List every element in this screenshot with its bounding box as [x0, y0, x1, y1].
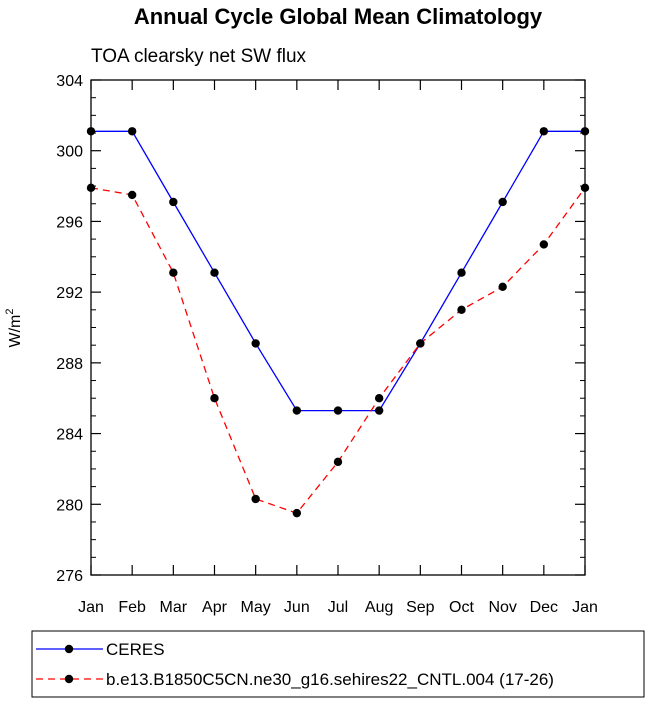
x-tick-label: Jun	[284, 599, 310, 616]
y-tick-label: 280	[56, 497, 83, 514]
y-tick-label: 300	[56, 144, 83, 161]
data-point-series-1	[498, 282, 507, 292]
data-point-series-0	[210, 268, 219, 277]
series-layer	[86, 127, 590, 518]
y-tick-label: 276	[56, 568, 83, 585]
legend-box	[31, 630, 645, 698]
y-axis-label: W/m2	[4, 309, 24, 348]
y-tick-label: 304	[56, 73, 83, 90]
y-tick-label: 288	[56, 356, 83, 373]
series-line-0	[91, 130, 585, 412]
data-point-series-0	[169, 197, 178, 207]
x-tick-label: Sep	[406, 599, 435, 616]
legend: CERES b.e13.B1850C5CN.ne30_g16.sehires22_…	[36, 640, 554, 689]
data-point-series-1	[416, 339, 425, 348]
x-tick-label: Jan	[572, 599, 598, 616]
axis-ticks	[90, 79, 586, 576]
legend-label-0: CERES	[106, 640, 165, 659]
data-point-series-1	[374, 394, 384, 403]
data-point-series-1	[251, 494, 260, 504]
data-point-series-1	[169, 268, 178, 277]
y-tick-label: 296	[56, 214, 83, 231]
data-point-series-0	[292, 406, 302, 415]
y-axis-label-superscript: 2	[4, 309, 16, 315]
y-tick-label: 292	[56, 285, 83, 302]
chart-title: Annual Cycle Global Mean Climatology	[134, 4, 543, 29]
x-tick-label: Aug	[365, 599, 393, 616]
axis-tick-labels: 276 280 284 288 292 296 300 304 Jan Feb Mar Apr May J…	[56, 73, 598, 616]
x-tick-label: Oct	[449, 599, 474, 616]
data-point-series-1	[539, 240, 549, 249]
x-tick-label: Mar	[160, 599, 188, 616]
x-tick-label: May	[241, 599, 271, 616]
data-point-series-0	[374, 406, 384, 415]
data-point-series-1	[127, 190, 137, 200]
x-tick-label: Dec	[530, 599, 558, 616]
chart-subtitle: TOA clearsky net SW flux	[91, 46, 307, 67]
x-tick-label: Nov	[488, 599, 516, 616]
legend-marker-0	[64, 644, 74, 654]
data-point-series-1	[457, 305, 466, 315]
x-tick-label: Apr	[202, 599, 228, 616]
data-point-series-1	[292, 508, 302, 518]
data-point-series-0	[333, 406, 343, 415]
data-point-series-0	[539, 127, 549, 136]
legend-label-1: b.e13.B1850C5CN.ne30_g16.sehires22_CNTL.…	[106, 670, 554, 689]
data-point-series-1	[210, 394, 219, 403]
data-point-series-0	[251, 339, 260, 348]
legend-marker-1	[64, 674, 74, 684]
data-point-series-1	[333, 457, 343, 467]
y-tick-label: 284	[56, 427, 83, 444]
x-tick-label: Jul	[328, 599, 348, 616]
data-point-series-0	[127, 127, 137, 136]
y-axis-label-text: W/m	[7, 315, 24, 348]
x-tick-label: Jan	[78, 599, 104, 616]
plot-frame	[90, 79, 586, 576]
data-point-series-0	[498, 197, 507, 207]
x-tick-label: Feb	[118, 599, 146, 616]
data-point-series-0	[457, 268, 466, 277]
